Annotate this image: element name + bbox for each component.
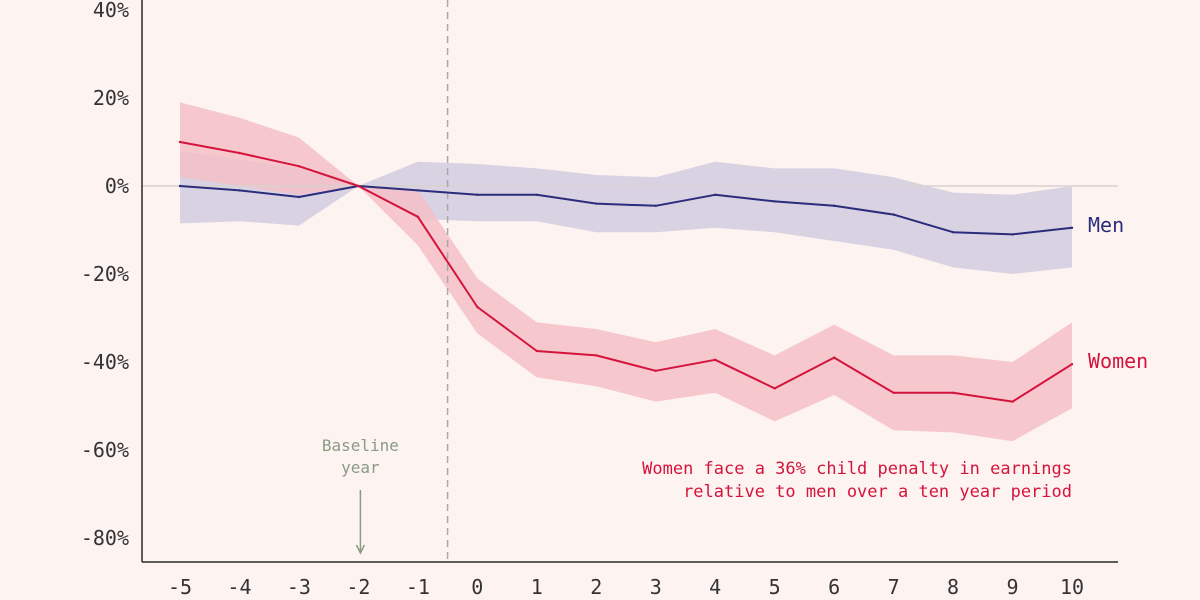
point-women [951,391,955,394]
line-men [179,185,1073,236]
penalty-annotation: Women face a 36% child penalty in earnin… [642,459,1072,502]
point-men [416,189,420,192]
point-men [773,200,776,203]
line-women [179,141,1073,403]
point-men [238,189,241,192]
y-tick-label: -40% [81,350,129,374]
confidence-bands [180,102,1072,442]
point-men [1011,233,1014,236]
point-men [714,193,717,196]
x-tick-label: -4 [227,575,251,599]
point-women [178,140,182,144]
x-tick-label: 8 [947,575,959,599]
point-men [535,193,538,196]
x-tick-label: 1 [531,575,543,599]
x-tick-label: 0 [471,575,483,599]
point-men [892,213,895,216]
point-men [476,193,479,196]
point-women [238,151,241,155]
point-women [476,305,479,309]
y-tick-label: 0% [105,174,129,198]
point-women [357,184,360,188]
point-women [714,358,717,361]
x-tick-label: 4 [709,575,721,599]
baseline-label: year [341,458,380,477]
point-women [595,354,598,357]
annotation-line: Women face a 36% child penalty in earnin… [642,459,1072,479]
x-tick-label: -2 [346,575,370,599]
point-men [654,204,657,207]
point-women [1011,400,1014,403]
x-tick-label: -3 [287,575,311,599]
point-men [297,195,301,199]
x-tick-label: 6 [828,575,840,599]
x-tick-label: -5 [168,575,192,599]
x-tick-label: 10 [1060,575,1084,599]
x-axis-ticks: -5 -4 -3 -2 -1 0 1 2 3 4 5 6 7 8 9 10 [168,575,1084,599]
band-women [180,102,1072,442]
y-tick-label: 20% [93,86,129,110]
point-men [832,204,836,207]
point-women [297,165,301,168]
point-women [832,356,836,359]
point-women [773,387,776,390]
band-men [180,150,1072,274]
x-tick-label: 3 [650,575,662,599]
series-label-men: Men [1088,213,1124,237]
x-tick-label: 7 [888,575,900,599]
y-tick-label: -60% [81,438,129,462]
baseline-label: Baseline [322,436,399,455]
y-tick-label: 40% [93,0,129,22]
point-women [892,391,895,394]
point-women [416,215,420,218]
point-men [595,202,598,205]
point-men [178,184,182,188]
series-label-women: Women [1088,349,1148,373]
series-labels: Men Women [1088,213,1148,373]
point-women [654,369,657,372]
baseline-marker: Baseline year [322,436,399,555]
y-tick-label: -80% [81,526,129,550]
y-tick-label: -20% [81,262,129,286]
point-women [1070,363,1074,366]
point-men [951,231,955,234]
x-tick-label: 5 [769,575,781,599]
baseline-arrow-head [355,544,366,555]
x-tick-label: -1 [406,575,430,599]
y-axis-ticks: 40% 20% 0% -20% -40% -60% -80% [81,0,129,550]
x-tick-label: 9 [1007,575,1019,599]
point-women [535,349,538,353]
series-lines [178,140,1074,403]
x-tick-label: 2 [590,575,602,599]
point-men [1070,226,1074,229]
annotation-line: relative to men over a ten year period [683,482,1072,502]
